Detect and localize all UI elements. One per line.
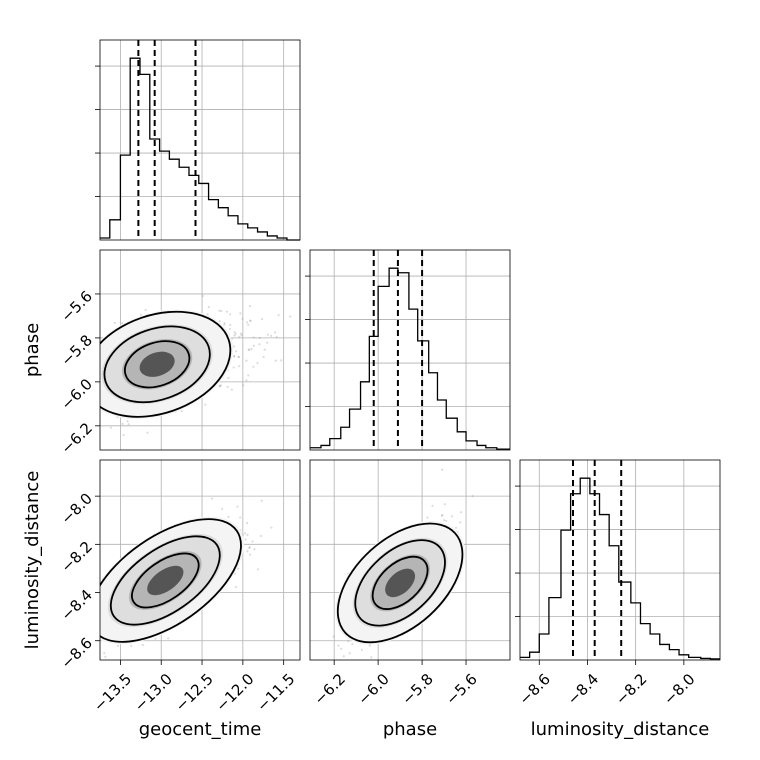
x-tick-label: −8.0 [660, 670, 698, 708]
joint-scatter [100, 294, 292, 437]
histogram-frame [99, 39, 301, 241]
contour-1 [100, 518, 242, 643]
x-axis-label-geocent-time: geocent_time [139, 719, 262, 740]
contour-2 [109, 535, 221, 626]
x-axis-label-phase: phase [383, 719, 437, 740]
x-tick-label: −12.5 [172, 670, 217, 715]
y-axis-label-luminosity-distance: luminosity_distance [22, 471, 43, 650]
joint-scatter [100, 497, 273, 659]
joint-frame [309, 459, 511, 661]
histogram-frame [519, 459, 721, 661]
y-tick-label: −6.2 [58, 419, 96, 457]
contour-2 [354, 539, 446, 627]
density-level-4 [139, 351, 175, 377]
histogram-grid [100, 40, 300, 240]
y-tick-label: −8.4 [58, 586, 96, 624]
contour-3 [371, 555, 429, 610]
histogram-phase [305, 249, 511, 451]
x-tick-label: −8.4 [564, 670, 602, 708]
joint-geocent-time-vs-phase [95, 249, 301, 451]
x-tick-label: −5.6 [442, 670, 480, 708]
joint-frame [99, 249, 301, 451]
y-tick-label: −5.6 [58, 287, 96, 325]
contour-3 [124, 340, 191, 389]
y-axis-label-phase: phase [22, 323, 43, 377]
y-tick-label: −5.8 [58, 331, 96, 369]
joint-frame [99, 459, 301, 661]
x-tick-label: −8.2 [612, 670, 650, 708]
y-tick-label: −6.0 [58, 375, 96, 413]
histogram-steps-geocent-time [100, 57, 300, 241]
histogram-steps-phase [310, 267, 510, 450]
x-tick-label: −8.6 [516, 670, 554, 708]
density-level-4 [385, 568, 416, 598]
x-tick-label: −6.0 [354, 670, 392, 708]
y-tick-label: −8.6 [58, 634, 96, 672]
joint-phase-vs-luminosity-distance [309, 459, 511, 661]
x-axis-label-luminosity-distance: luminosity_distance [531, 719, 710, 740]
x-tick-label: −13.0 [131, 670, 176, 715]
histogram-steps-luminosity-distance [520, 477, 720, 660]
x-tick-label: −6.2 [310, 670, 348, 708]
histogram-frame [309, 249, 511, 451]
joint-grid [310, 460, 510, 660]
histogram-luminosity-distance [515, 459, 721, 661]
x-tick-label: −11.5 [253, 670, 298, 715]
density-level-4 [147, 565, 184, 596]
y-tick-label: −8.0 [58, 489, 96, 527]
contour-2 [103, 325, 211, 404]
histogram-grid [310, 250, 510, 450]
contour-3 [131, 552, 200, 609]
histogram-geocent-time [95, 39, 301, 241]
x-tick-label: −12.0 [212, 670, 257, 715]
joint-scatter [332, 468, 474, 659]
contour-1 [336, 522, 464, 644]
x-tick-label: −13.5 [90, 670, 135, 715]
joint-geocent-time-vs-luminosity-distance [95, 459, 301, 661]
histogram-grid [520, 460, 720, 660]
contour-1 [100, 310, 232, 418]
y-tick-label: −8.2 [58, 538, 96, 576]
x-tick-label: −5.8 [398, 670, 436, 708]
